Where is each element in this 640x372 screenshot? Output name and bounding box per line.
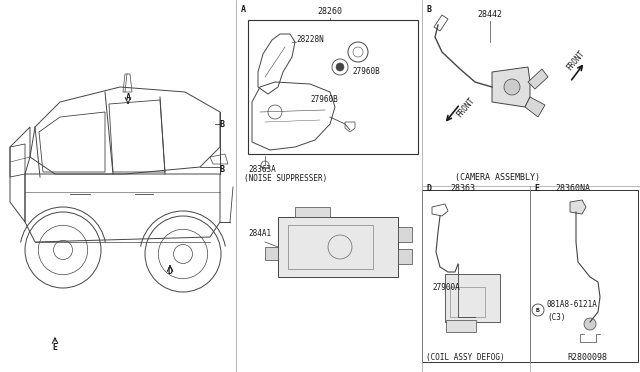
Circle shape <box>584 318 596 330</box>
Text: 28363A: 28363A <box>248 165 276 174</box>
Text: A: A <box>241 5 246 14</box>
Bar <box>450 287 485 317</box>
Polygon shape <box>492 67 530 107</box>
Bar <box>295 207 330 217</box>
Text: 27900A: 27900A <box>432 283 460 292</box>
Text: B: B <box>220 120 225 129</box>
Bar <box>445 274 500 322</box>
Text: 28260: 28260 <box>317 7 342 16</box>
Text: FRONT: FRONT <box>565 48 587 72</box>
Text: 284A1: 284A1 <box>248 229 271 238</box>
Bar <box>288 225 373 269</box>
Bar <box>530 190 638 362</box>
Polygon shape <box>570 200 586 214</box>
Bar <box>446 320 476 332</box>
Polygon shape <box>528 69 548 89</box>
Text: B: B <box>220 165 225 174</box>
Text: 28363: 28363 <box>450 184 475 193</box>
Circle shape <box>336 63 344 71</box>
Polygon shape <box>525 97 545 117</box>
Bar <box>278 217 398 277</box>
Text: 27960B: 27960B <box>352 67 380 76</box>
Text: D: D <box>168 267 173 276</box>
Text: 28442: 28442 <box>477 10 502 19</box>
Text: B: B <box>427 5 432 14</box>
Text: (CAMERA ASSEMBLY): (CAMERA ASSEMBLY) <box>455 173 540 182</box>
Text: FRONT: FRONT <box>455 96 477 119</box>
Text: E: E <box>534 184 539 193</box>
Bar <box>248 20 418 154</box>
Text: 28228N: 28228N <box>296 35 324 44</box>
Text: A: A <box>125 93 131 102</box>
Text: 081A8-6121A: 081A8-6121A <box>547 300 598 309</box>
Bar <box>398 227 412 242</box>
Text: (COIL ASSY DEFOG): (COIL ASSY DEFOG) <box>426 353 504 362</box>
Text: (C3): (C3) <box>547 313 566 322</box>
Text: B: B <box>536 308 540 312</box>
Bar <box>265 247 278 260</box>
Circle shape <box>504 79 520 95</box>
Text: E: E <box>52 343 58 352</box>
Text: (NOISE SUPPRESSER): (NOISE SUPPRESSER) <box>244 174 327 183</box>
Text: D: D <box>427 184 432 193</box>
Text: R2800098: R2800098 <box>567 353 607 362</box>
Bar <box>398 249 412 264</box>
Bar <box>422 190 530 362</box>
Text: 27960B: 27960B <box>310 95 338 104</box>
Text: 28360NA: 28360NA <box>555 184 590 193</box>
